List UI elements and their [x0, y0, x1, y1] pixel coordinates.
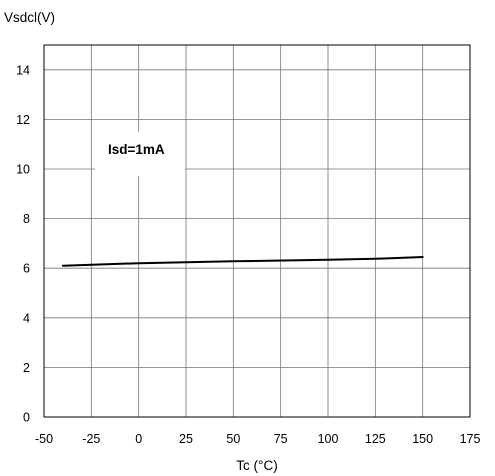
x-tick-label: 100: [318, 432, 339, 446]
x-tick-label: -50: [35, 432, 53, 446]
x-tick-label: 25: [179, 432, 193, 446]
y-tick-labels: 0 2 4 6 8 10 12 14: [16, 63, 30, 424]
annotation-box: [95, 132, 185, 176]
y-tick-label: 10: [16, 163, 30, 177]
x-tick-label: 50: [226, 432, 240, 446]
x-tick-label: 75: [274, 432, 288, 446]
x-axis-title: Tc (°C): [236, 458, 277, 473]
x-tick-label: 175: [460, 432, 481, 446]
plot-frame: [43, 44, 471, 418]
x-tick-labels: -50 -25 0 25 50 75 100 125 150 175: [35, 432, 481, 446]
plot-background: [44, 45, 470, 417]
x-tick-label: 0: [135, 432, 142, 446]
x-tick-label: -25: [82, 432, 100, 446]
y-tick-label: 12: [16, 113, 30, 127]
x-tick-label: 150: [412, 432, 433, 446]
y-tick-label: 0: [23, 411, 30, 425]
y-tick-label: 4: [23, 311, 30, 325]
y-tick-label: 2: [23, 361, 30, 375]
series-group: [61, 256, 424, 267]
y-tick-label: 6: [23, 262, 30, 276]
y-tick-label: 8: [23, 212, 30, 226]
y-axis-title: Vsdcl(V): [4, 10, 55, 25]
annotation-label: Isd=1mA: [108, 142, 165, 157]
x-tick-label: 125: [365, 432, 386, 446]
y-tick-label: 14: [16, 63, 30, 77]
series-line: [61, 256, 424, 267]
